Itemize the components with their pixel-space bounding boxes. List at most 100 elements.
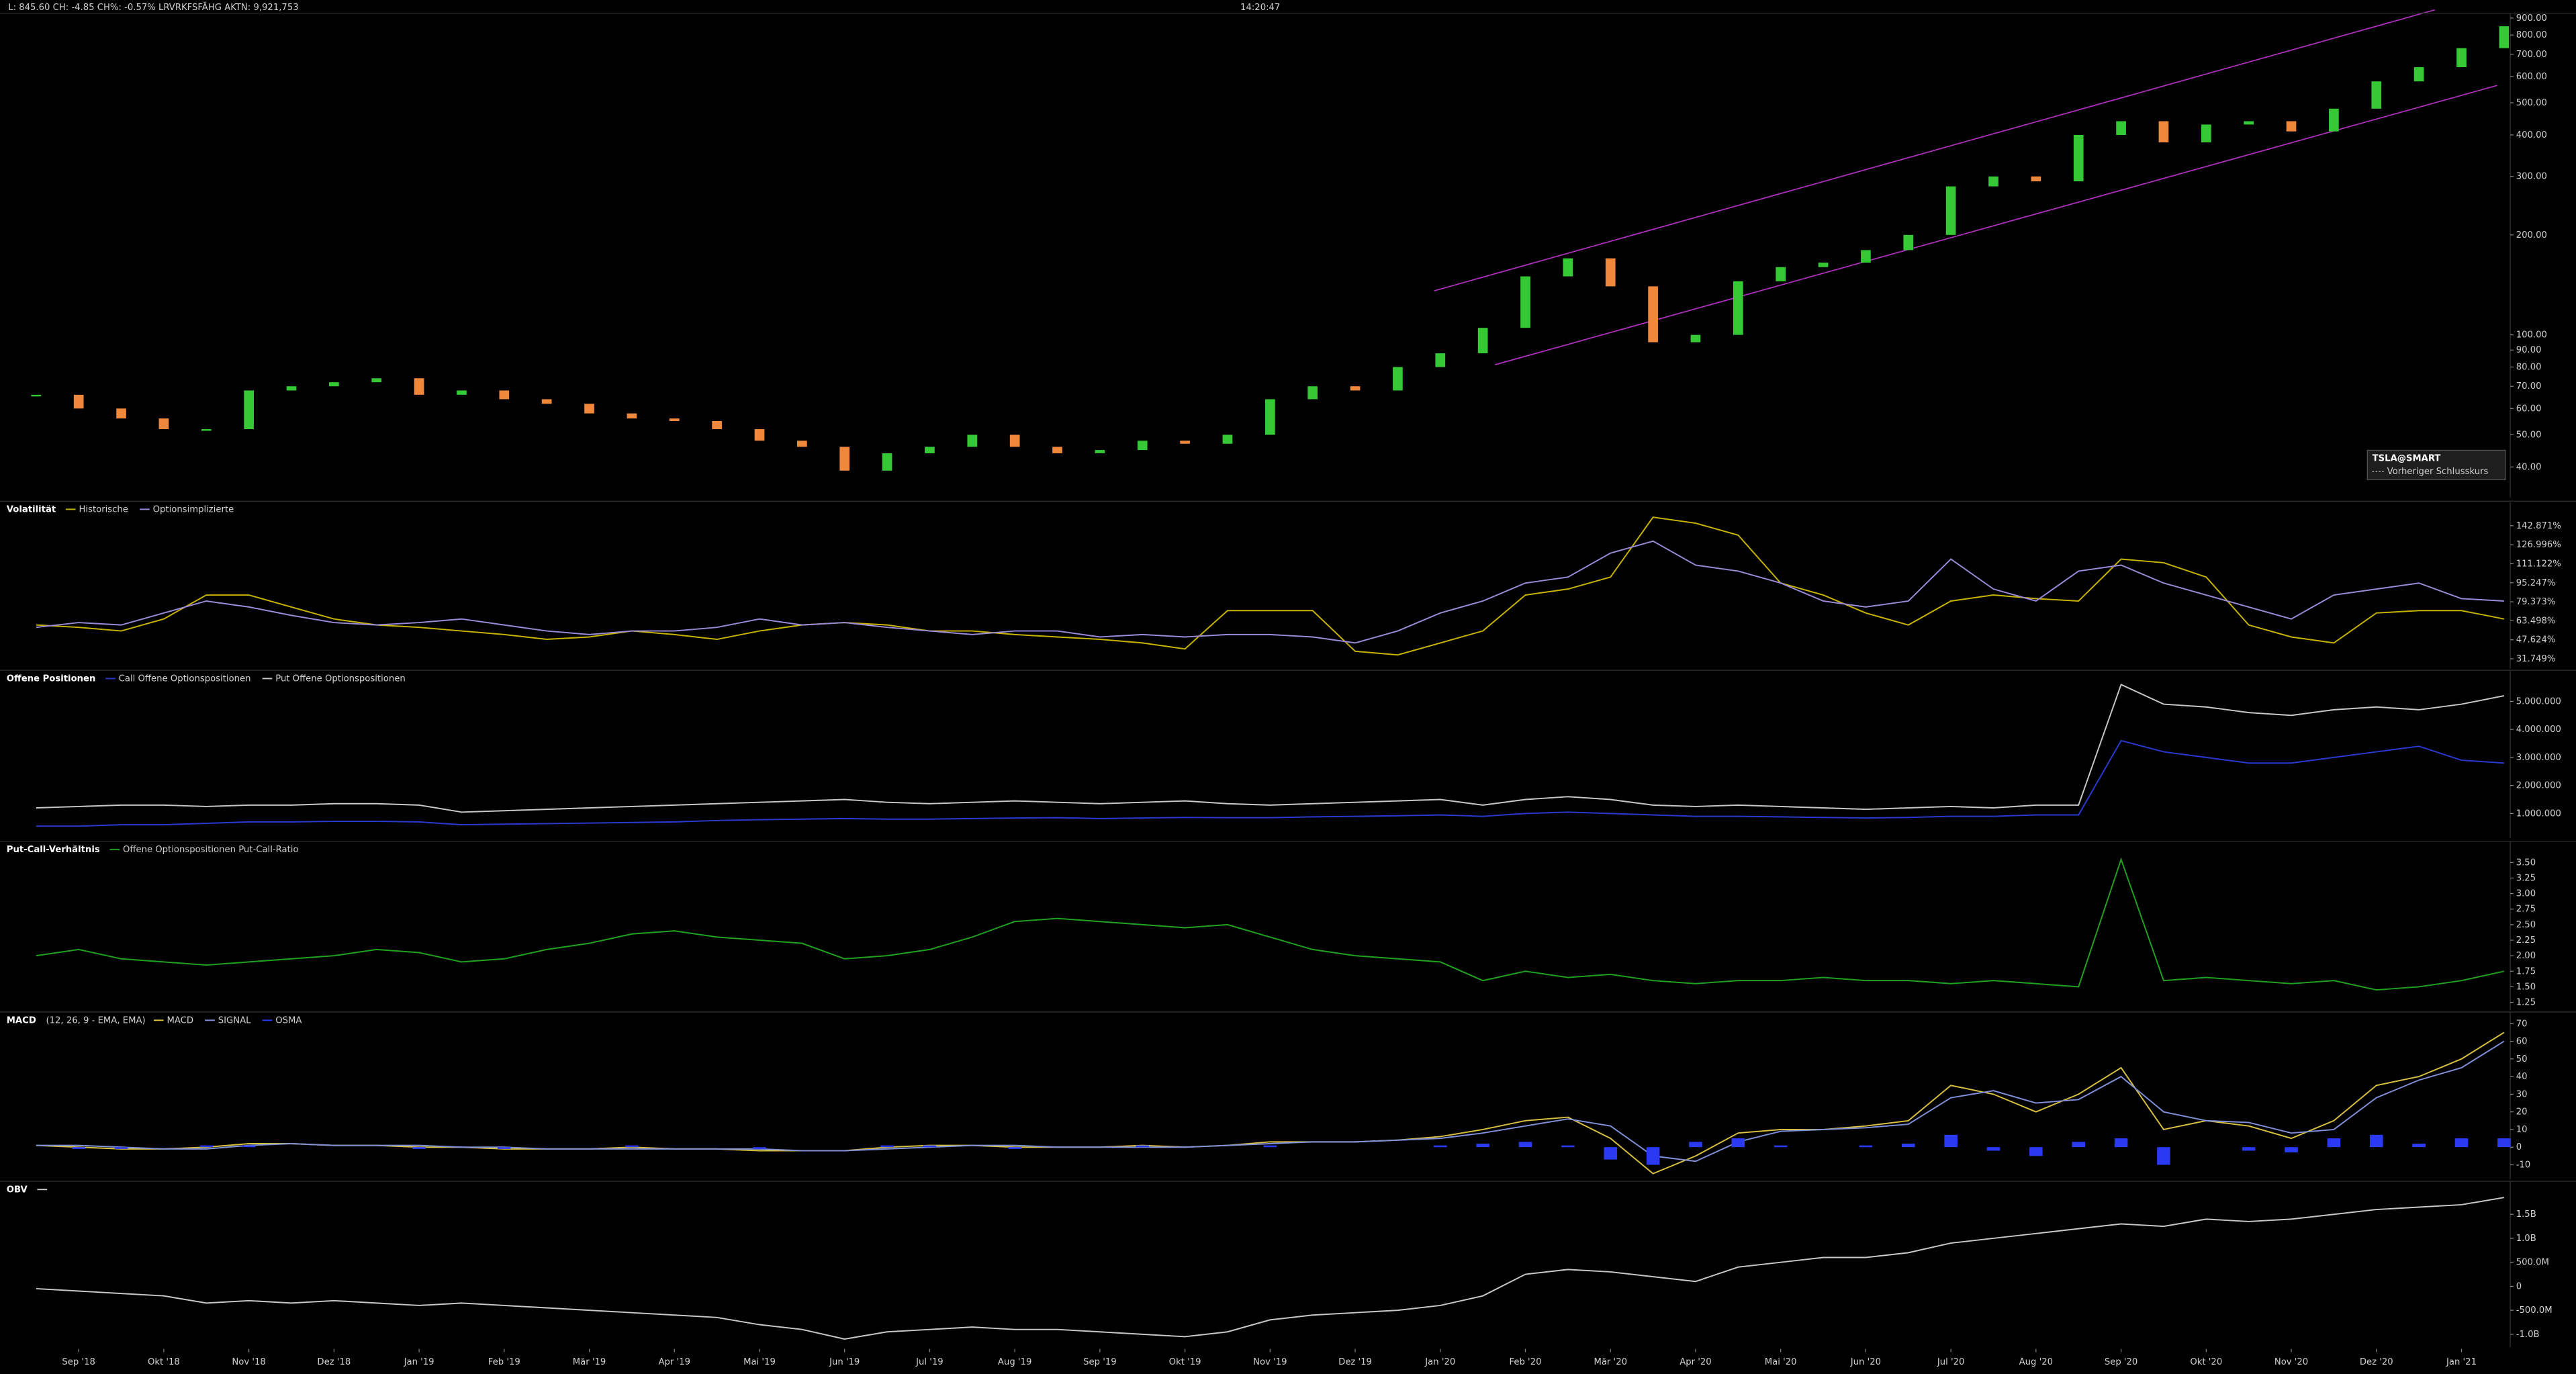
- y-tick-label: 3.00: [2516, 889, 2536, 899]
- legend-label: SIGNAL: [218, 1015, 251, 1025]
- histogram-bar: [1646, 1147, 1660, 1165]
- y-tick-label: 1.0B: [2516, 1234, 2536, 1244]
- y-tick-label: 700.00: [2516, 50, 2547, 60]
- x-tick-label: Apr '19: [659, 1357, 690, 1367]
- pane-title: OBV: [7, 1185, 28, 1195]
- legend-label: Offene Optionspositionen Put-Call-Ratio: [123, 845, 299, 855]
- candle: [1903, 234, 1914, 250]
- legend-label: Put Offene Optionspositionen: [275, 674, 406, 684]
- x-tick-label: Jun '20: [1850, 1357, 1881, 1367]
- candle: [457, 390, 467, 395]
- x-tick-label: Dez '18: [317, 1357, 351, 1367]
- histogram-bar: [114, 1147, 128, 1149]
- candle: [1733, 281, 1743, 335]
- candle: [1222, 434, 1233, 444]
- x-tick-label: Okt '20: [2190, 1357, 2222, 1367]
- candle: [1605, 258, 1616, 287]
- histogram-bar: [753, 1147, 766, 1149]
- x-tick-label: Aug '19: [998, 1357, 1031, 1367]
- candle: [286, 386, 297, 391]
- candle: [1307, 386, 1318, 400]
- histogram-bar: [72, 1147, 85, 1149]
- histogram-bar: [1901, 1143, 1915, 1148]
- x-tick-label: Apr '20: [1680, 1357, 1711, 1367]
- candle: [158, 418, 169, 430]
- candle: [1648, 286, 1658, 342]
- y-tick-label: 2.50: [2516, 920, 2536, 930]
- histogram-bar: [412, 1147, 426, 1149]
- series-line: [36, 516, 2505, 656]
- y-tick-label: 111.122%: [2516, 559, 2561, 569]
- legend-label: Historische: [79, 504, 128, 514]
- y-tick-label: 70.00: [2516, 381, 2542, 392]
- candle: [2371, 81, 2382, 109]
- y-tick-label: 500.0M: [2516, 1258, 2549, 1268]
- candle: [2329, 108, 2339, 132]
- pane-title: Volatilität: [7, 504, 56, 514]
- histogram-bar: [1604, 1147, 1618, 1160]
- pane-title: Put-Call-Verhältnis: [7, 845, 100, 855]
- y-tick-label: 300.00: [2516, 172, 2547, 182]
- candle: [1180, 441, 1190, 444]
- candle: [2413, 67, 2424, 82]
- x-tick-label: Mai '20: [1765, 1357, 1797, 1367]
- candle: [2499, 26, 2510, 48]
- y-tick-label: 70: [2516, 1019, 2528, 1029]
- y-tick-label: 50.00: [2516, 430, 2542, 440]
- y-tick-label: 100.00: [2516, 330, 2547, 340]
- y-tick-label: 31.749%: [2516, 654, 2556, 664]
- candle: [2244, 121, 2254, 125]
- trend-channel-lower: [1495, 85, 2497, 365]
- legend-label: OSMA: [275, 1015, 302, 1025]
- y-tick-label: 1.25: [2516, 998, 2536, 1008]
- candle: [754, 429, 765, 441]
- legend-label: Optionsimplizierte: [153, 504, 234, 514]
- x-tick-label: Okt '18: [148, 1357, 180, 1367]
- y-tick-label: 4.000.000: [2516, 725, 2561, 735]
- x-tick-label: Nov '20: [2274, 1357, 2308, 1367]
- series-line: [36, 739, 2504, 827]
- y-tick-label: -1.0B: [2516, 1330, 2540, 1340]
- y-tick-label: 500.00: [2516, 98, 2547, 108]
- candle: [31, 394, 42, 397]
- y-tick-label: 60.00: [2516, 404, 2542, 414]
- histogram-bar: [2412, 1143, 2426, 1148]
- candle: [669, 418, 680, 421]
- candle: [1520, 276, 1530, 328]
- y-tick-label: 3.50: [2516, 858, 2536, 868]
- histogram-bar: [2072, 1142, 2086, 1148]
- candle: [1137, 441, 1148, 451]
- legend-symbol: TSLA@SMART: [2373, 454, 2441, 464]
- quote-header: L: 845.60 CH: -4.85 CH%: -0.57% LRVRKFSF…: [8, 1, 298, 13]
- legend-label: Call Offene Optionspositionen: [119, 674, 251, 684]
- x-tick-label: Jun '19: [829, 1357, 860, 1367]
- y-tick-label: 1.50: [2516, 982, 2536, 992]
- histogram-bar: [1476, 1143, 1489, 1148]
- candle: [2158, 121, 2169, 142]
- y-tick-label: 200.00: [2516, 230, 2547, 240]
- histogram-bar: [1986, 1147, 2000, 1151]
- legend-box: [2366, 449, 2506, 480]
- y-tick-label: 3.25: [2516, 873, 2536, 883]
- y-tick-label: 900.00: [2516, 13, 2547, 24]
- histogram-bar: [1859, 1145, 1873, 1148]
- series-line: [36, 1040, 2505, 1162]
- candle: [925, 447, 935, 453]
- y-tick-label: 600.00: [2516, 72, 2547, 82]
- y-tick-label: -500.0M: [2516, 1306, 2552, 1316]
- y-tick-label: 60: [2516, 1037, 2528, 1047]
- candle: [1988, 176, 1998, 187]
- series-line: [36, 857, 2505, 991]
- candle: [1690, 334, 1701, 342]
- y-tick-label: 30: [2516, 1089, 2528, 1099]
- histogram-bar: [2454, 1138, 2469, 1148]
- legend-note: Vorheriger Schlusskurs: [2387, 467, 2489, 477]
- x-tick-label: Nov '19: [1253, 1357, 1287, 1367]
- series-line: [36, 1197, 2505, 1340]
- candle: [1477, 328, 1488, 354]
- y-tick-label: 47.624%: [2516, 635, 2556, 645]
- histogram-bar: [1561, 1145, 1575, 1148]
- histogram-bar: [2497, 1138, 2511, 1148]
